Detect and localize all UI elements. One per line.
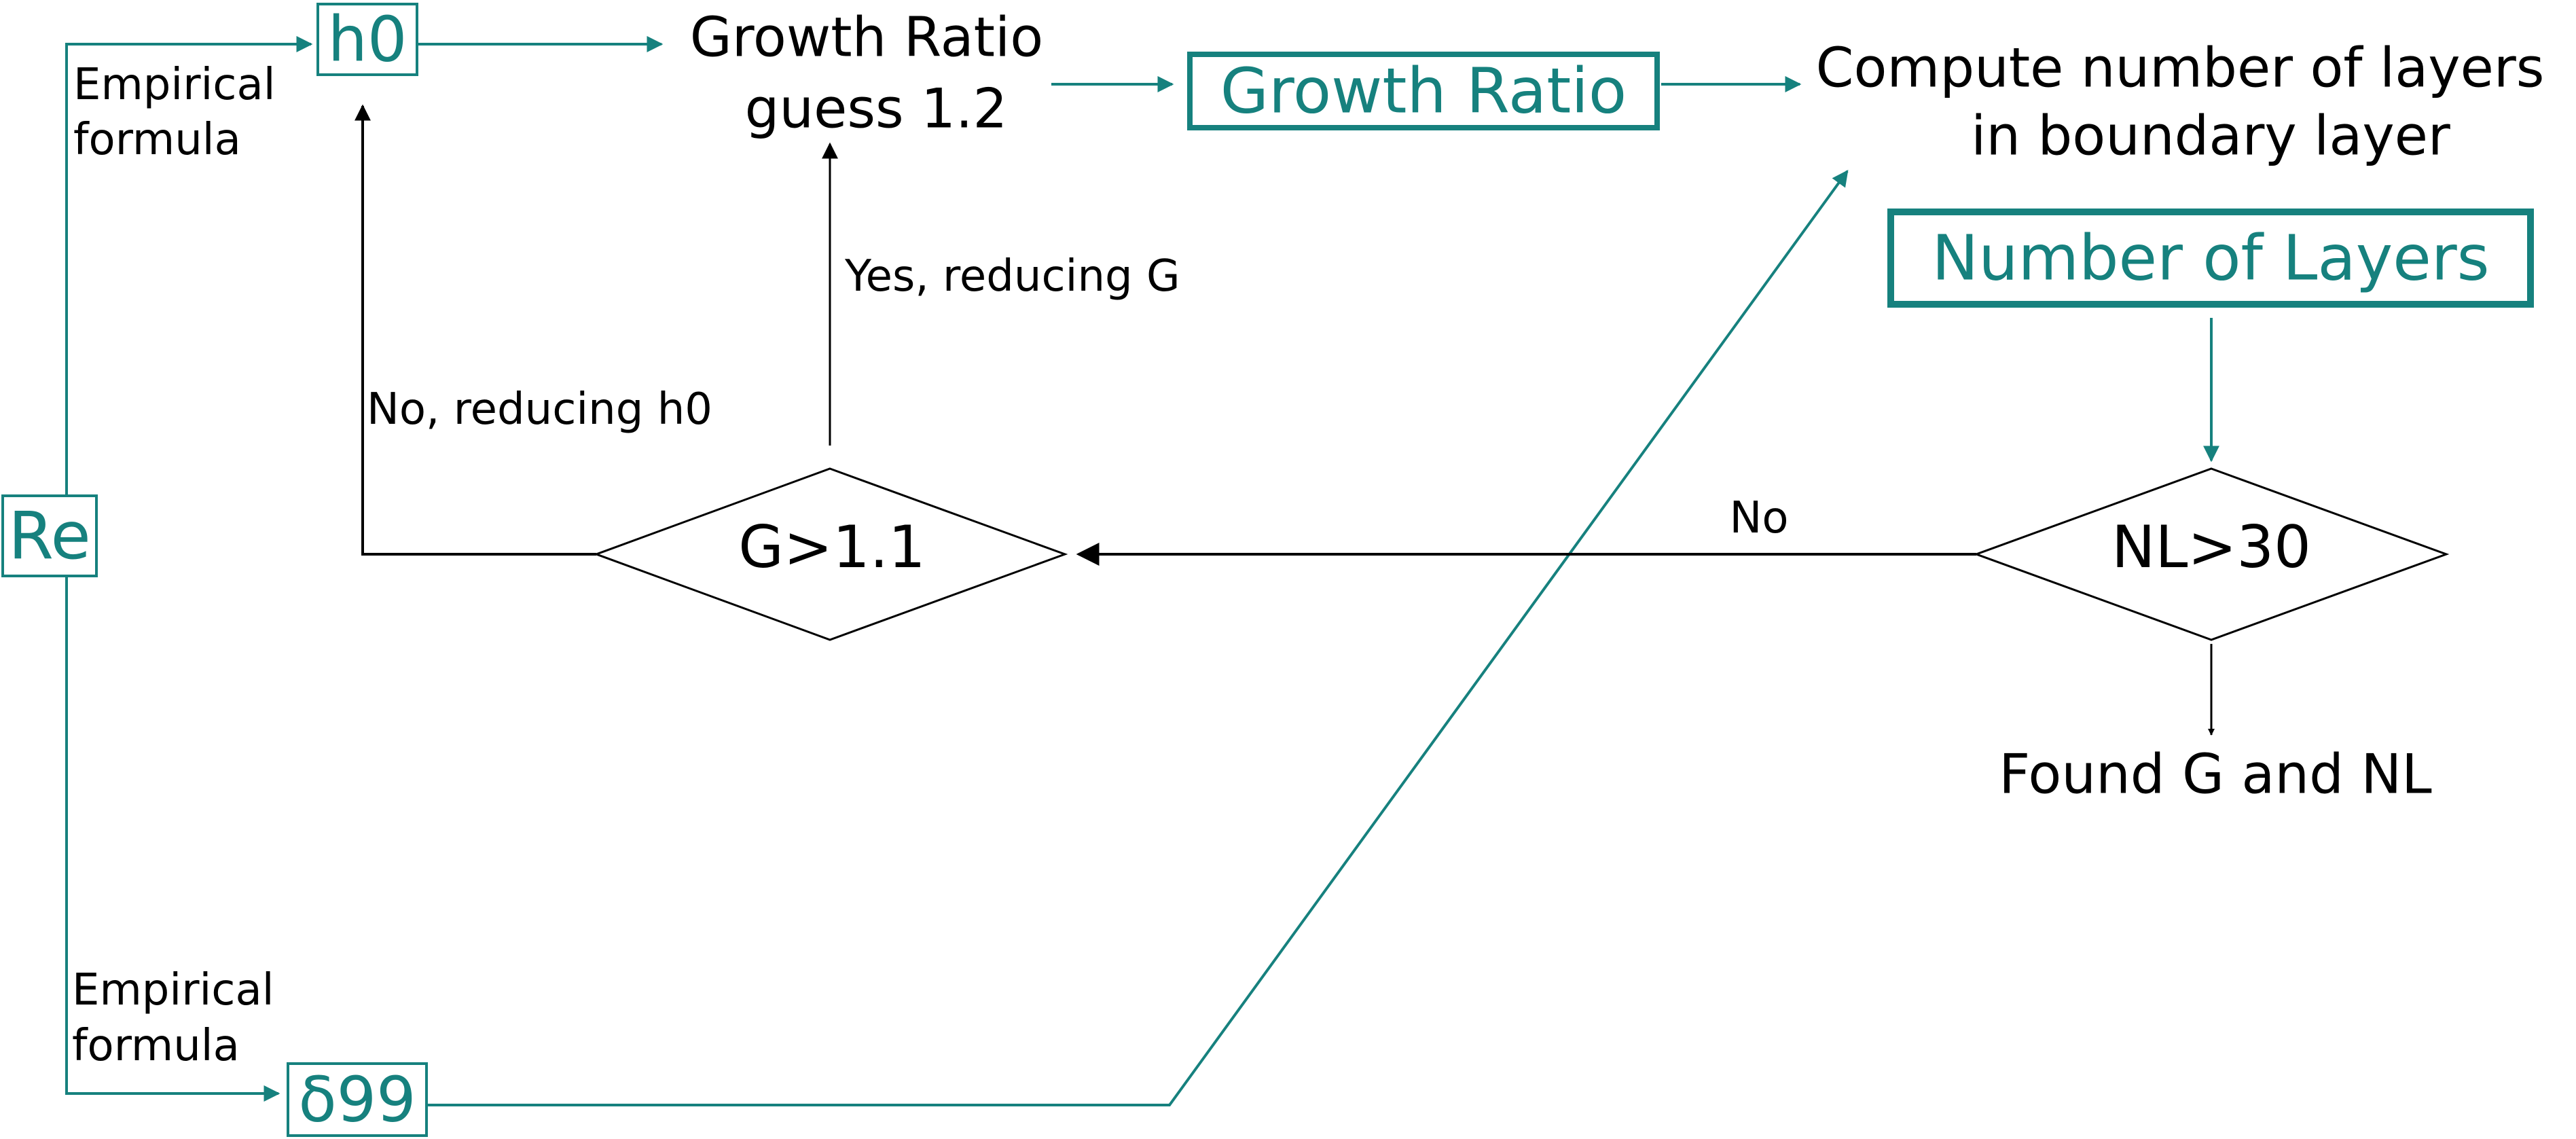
node-h0-label: h0 <box>328 3 407 76</box>
decision-nl-label: NL>30 <box>2111 513 2311 581</box>
empirical-bottom-line2: formula <box>72 1021 240 1071</box>
node-delta99-label: δ99 <box>298 1064 416 1136</box>
empirical-bottom-line1: Empirical <box>72 965 274 1015</box>
label-yes-reducing-g: Yes, reducing G <box>844 251 1180 302</box>
decision-g-greater-1-1: G>1.1 <box>593 467 1068 641</box>
node-growth-ratio-guess: Growth Ratio guess 1.2 <box>690 6 1043 141</box>
label-no-reducing-h0: No, reducing h0 <box>367 384 712 435</box>
node-number-of-layers: Number of Layers <box>1887 209 2534 308</box>
label-no: No <box>1729 493 1788 543</box>
empirical-top-line1: Empirical <box>73 60 275 110</box>
label-empirical-formula-bottom: Empirical formula <box>72 965 274 1071</box>
decision-g-label: G>1.1 <box>738 513 925 581</box>
compute-line2: in boundary layer <box>1971 105 2450 168</box>
decision-nl-greater-30: NL>30 <box>1973 467 2450 641</box>
node-re: Re <box>1 494 98 577</box>
node-re-label: Re <box>8 498 90 574</box>
empirical-top-line2: formula <box>73 115 241 165</box>
node-growth-ratio: Growth Ratio <box>1187 52 1660 130</box>
node-growth-ratio-label: Growth Ratio <box>1220 55 1627 128</box>
growth-guess-line2: guess 1.2 <box>745 77 1008 141</box>
compute-line1: Compute number of layers <box>1816 37 2545 100</box>
node-compute-layers: Compute number of layers in boundary lay… <box>1816 37 2545 168</box>
node-number-of-layers-label: Number of Layers <box>1931 222 2489 295</box>
edge-re-to-delta99 <box>65 576 280 1102</box>
label-empirical-formula-top: Empirical formula <box>73 60 275 165</box>
node-h0: h0 <box>316 3 418 76</box>
edge-delta99-to-compute <box>427 170 1849 1106</box>
edge-decision-g-no-to-h0 <box>355 104 596 556</box>
growth-guess-line1: Growth Ratio <box>690 6 1043 69</box>
node-delta99: δ99 <box>287 1062 428 1137</box>
node-found-g-and-nl: Found G and NL <box>1999 743 2432 806</box>
edge-re-to-h0 <box>65 36 313 496</box>
